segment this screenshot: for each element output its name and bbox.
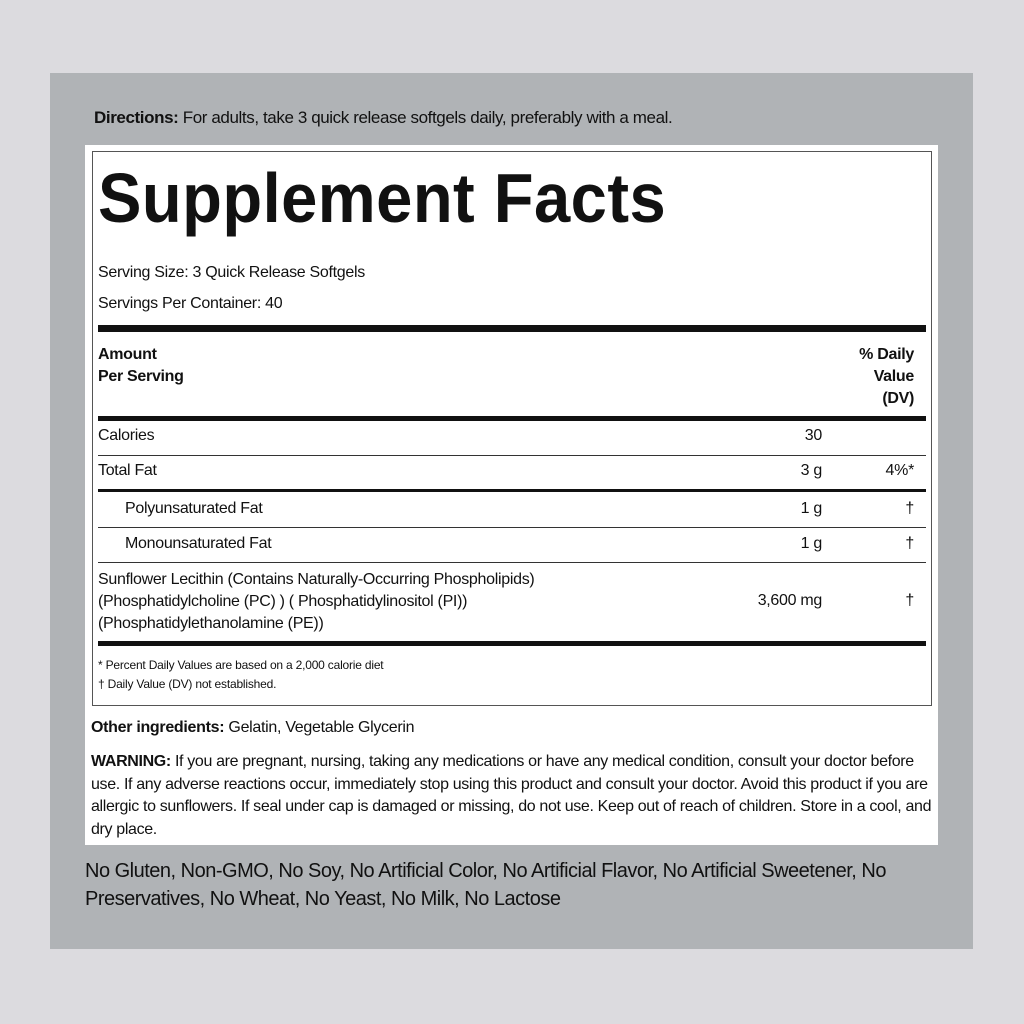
row-dv: † — [905, 500, 914, 517]
label-white-area — [85, 145, 938, 845]
warning: WARNING: If you are pregnant, nursing, t… — [91, 751, 936, 841]
divider — [98, 641, 926, 646]
servings-per-container: Servings Per Container: 40 — [98, 295, 283, 312]
directions-text: For adults, take 3 quick release softgel… — [178, 108, 673, 127]
row-amount: 3 g — [800, 462, 823, 479]
row-amount: 3,600 mg — [757, 592, 823, 609]
divider — [98, 325, 926, 332]
footnote-dagger: † Daily Value (DV) not established. — [98, 677, 277, 691]
row-amount: 1 g — [800, 535, 823, 552]
supplement-facts-box — [92, 151, 932, 706]
row-amount: 1 g — [800, 500, 823, 517]
row-amount: 30 — [804, 427, 823, 444]
divider — [98, 527, 926, 528]
row-name: Sunflower Lecithin (Contains Naturally-O… — [98, 569, 535, 635]
row-name-line: Sunflower Lecithin (Contains Naturally-O… — [98, 571, 535, 588]
row-name-line: (Phosphatidylcholine (PC) ) ( Phosphatid… — [98, 593, 468, 610]
row-dv: 4%* — [885, 462, 915, 479]
footnote-percent: * Percent Daily Values are based on a 2,… — [98, 658, 384, 672]
dv-header: % Daily Value (DV) — [859, 344, 914, 410]
row-name: Polyunsaturated Fat — [125, 500, 263, 517]
dv-header-line: % Daily — [859, 346, 914, 363]
other-ingredients-label: Other ingredients: — [91, 719, 225, 736]
divider — [98, 416, 926, 421]
row-dv: † — [905, 535, 914, 552]
amount-header-line: Amount — [98, 346, 157, 363]
row-name-line: (Phosphatidylethanolamine (PE)) — [98, 615, 324, 632]
divider — [98, 489, 926, 492]
row-name: Total Fat — [98, 462, 157, 479]
facts-title: Supplement Facts — [98, 159, 667, 237]
other-ingredients: Other ingredients: Gelatin, Vegetable Gl… — [91, 719, 415, 737]
warning-text: If you are pregnant, nursing, taking any… — [91, 753, 932, 838]
divider — [98, 562, 926, 563]
dv-header-line: Value — [873, 368, 915, 385]
amount-header-line: Per Serving — [98, 368, 184, 385]
amount-header: Amount Per Serving — [98, 344, 184, 388]
directions-label: Directions: — [94, 108, 179, 127]
dv-header-line: (DV) — [882, 390, 914, 407]
row-dv: † — [905, 592, 914, 609]
directions: Directions: For adults, take 3 quick rel… — [94, 108, 673, 128]
warning-label: WARNING: — [91, 753, 171, 770]
serving-size: Serving Size: 3 Quick Release Softgels — [98, 264, 365, 281]
other-ingredients-text: Gelatin, Vegetable Glycerin — [224, 719, 415, 736]
row-name: Calories — [98, 427, 155, 444]
divider — [98, 455, 926, 456]
row-name: Monounsaturated Fat — [125, 535, 272, 552]
free-from-statement: No Gluten, Non-GMO, No Soy, No Artificia… — [85, 860, 886, 910]
